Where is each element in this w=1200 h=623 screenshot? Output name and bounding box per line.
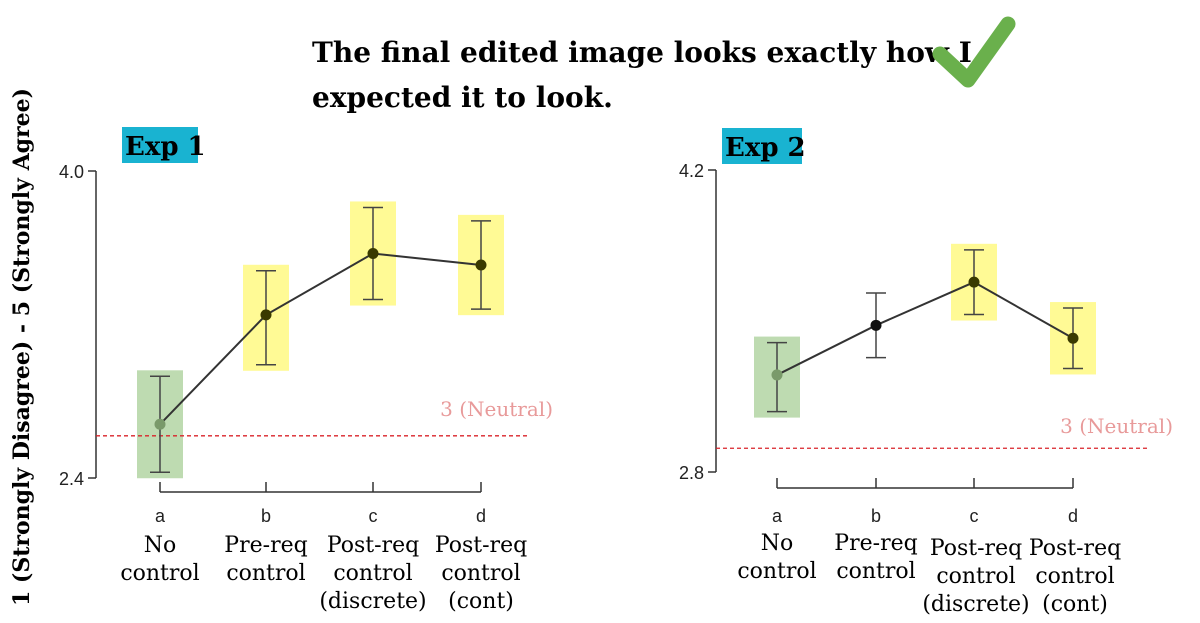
x-category-label: Post-req xyxy=(327,533,419,558)
chart-title: Exp 1 xyxy=(125,132,206,162)
data-point xyxy=(154,418,166,430)
series-line xyxy=(159,252,482,425)
x-category-label: Post-req xyxy=(930,536,1022,561)
y-tick-label: 4.2 xyxy=(679,161,704,181)
data-point xyxy=(968,276,980,288)
x-category-label: control xyxy=(737,559,816,584)
chart-exp-1: Exp 1 4.0 2.4 3 (Neutral) a No control b Pre-req… xyxy=(59,127,553,614)
x-category-label: control xyxy=(1035,564,1114,589)
x-category-label: Post-req xyxy=(1029,536,1121,561)
series-line xyxy=(776,281,1074,376)
x-category-label: control xyxy=(226,561,305,586)
chart-title: Exp 2 xyxy=(725,133,806,163)
x-category-label: Post-req xyxy=(435,533,527,558)
headline-line-2: expected it to look. xyxy=(312,81,613,114)
x-tick-letter: a xyxy=(155,506,166,526)
data-point xyxy=(260,309,272,321)
x-category-label: control xyxy=(836,559,915,584)
x-category-label: control xyxy=(441,561,520,586)
checkmark-icon xyxy=(932,16,1016,88)
chart-exp-2: Exp 2 4.2 2.8 3 (Neutral) a No control b Pre-req… xyxy=(679,128,1173,617)
x-tick-letter: d xyxy=(1068,506,1078,526)
data-point xyxy=(870,319,882,331)
x-category-label: (discrete) xyxy=(319,589,426,614)
headline-line-1: The final edited image looks exactly how… xyxy=(312,36,972,69)
y-tick-label: 2.4 xyxy=(59,469,84,489)
x-category-label: control xyxy=(120,561,199,586)
title-tag xyxy=(122,127,198,163)
title-tag xyxy=(722,128,802,164)
neutral-label: 3 (Neutral) xyxy=(440,397,553,421)
data-point xyxy=(367,248,379,260)
data-point xyxy=(771,369,783,381)
x-category-label: Pre-req xyxy=(834,531,917,556)
data-point xyxy=(475,259,487,271)
x-category-label: (cont) xyxy=(1042,592,1108,617)
data-point xyxy=(1067,332,1079,344)
x-category-label: No xyxy=(144,533,177,558)
y-axis-label: 1 (Strongly Disagree) - 5 (Strongly Agre… xyxy=(9,88,35,606)
x-tick-letter: a xyxy=(772,506,783,526)
x-tick-letter: d xyxy=(476,506,486,526)
x-category-label: Pre-req xyxy=(224,533,307,558)
x-category-label: No xyxy=(761,531,794,556)
x-category-label: control xyxy=(333,561,412,586)
y-tick-label: 2.8 xyxy=(679,463,704,483)
x-category-label: control xyxy=(936,564,1015,589)
x-category-label: (discrete) xyxy=(922,592,1029,617)
x-tick-letter: b xyxy=(871,506,881,526)
x-category-label: (cont) xyxy=(448,589,514,614)
y-tick-label: 4.0 xyxy=(59,162,84,182)
x-tick-letter: c xyxy=(970,506,979,526)
x-tick-letter: c xyxy=(369,506,378,526)
neutral-label: 3 (Neutral) xyxy=(1060,414,1173,438)
x-tick-letter: b xyxy=(261,506,271,526)
